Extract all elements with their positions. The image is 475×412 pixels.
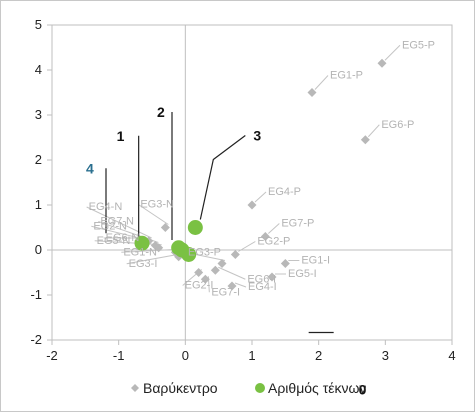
centroid-label: EG5-P [402, 39, 435, 51]
centroid-point [360, 135, 370, 145]
y-tick-label: 4 [35, 62, 42, 77]
centroid-leader [138, 204, 169, 225]
centroid-point [210, 265, 220, 275]
x-tick-label: 0 [182, 348, 189, 363]
centroid-label: EG4-P [268, 186, 301, 198]
y-tick-label: -1 [30, 287, 42, 302]
y-tick-label: 3 [35, 107, 42, 122]
centroid-point [267, 272, 277, 282]
y-tick-label: 2 [35, 152, 42, 167]
children-count-point [134, 235, 150, 251]
x-tick-label: -2 [46, 348, 58, 363]
legend-centroid-marker [131, 384, 139, 392]
centroid-label: EG2-N [93, 220, 127, 232]
centroid-label: EG5-I [288, 268, 317, 280]
centroid-label: EG5-N [97, 235, 131, 247]
children-count-point [187, 220, 203, 235]
y-tick-label: 0 [35, 242, 42, 257]
children-count-leader [199, 135, 246, 220]
x-tick-label: 2 [315, 348, 322, 363]
legend: Βαρύκεντρο Αριθμός τέκνων [131, 380, 366, 396]
centroid-leader [238, 241, 256, 252]
centroid-leader [314, 75, 329, 90]
children-count-label: 2 [157, 104, 165, 120]
centroid-leader [218, 266, 246, 280]
x-tick-label: 1 [248, 348, 255, 363]
centroid-point [160, 223, 170, 232]
children-count-point [174, 242, 190, 258]
centroid-point [154, 243, 164, 253]
centroid-point [247, 200, 257, 210]
centroid-point [200, 274, 210, 284]
centroid-label: EG2-P [257, 236, 290, 248]
children-count-label: 1 [117, 128, 125, 144]
centroid-leader [121, 248, 179, 253]
legend-children-label: Αριθμός τέκνων [268, 380, 366, 396]
centroid-point [307, 88, 317, 97]
centroid-label: EG7-I [211, 286, 240, 298]
centroid-leader [126, 253, 182, 265]
centroid-leader [254, 191, 267, 203]
centroid-label: EG4-I [248, 281, 277, 293]
centroid-label: EG2-I [185, 280, 214, 292]
y-tick-label: -2 [30, 332, 42, 347]
centroid-label: EG1-I [301, 255, 330, 267]
centroid-label: EG7-N [100, 216, 134, 228]
centroid-point [217, 259, 227, 268]
centroid-label: EG3-P [188, 247, 221, 259]
centroid-point [230, 250, 240, 259]
labels: EG5-P EG1-P EG6-P EG4-P EG7-P EG2-P EG3-P EG1-I… [86, 39, 435, 397]
y-tick-label: 5 [35, 17, 42, 32]
centroid-point [227, 281, 237, 291]
axes: -2 -1 0 1 2 3 4 -2 -1 0 1 2 3 4 5 [30, 17, 455, 363]
centroid-label: EG3-N [140, 199, 174, 211]
centroid-label: EG1-P [330, 70, 363, 82]
centroid-label: EG1-N [123, 246, 157, 258]
marks [134, 58, 387, 291]
centroid-label: EG3-I [129, 258, 158, 270]
centroid-leader [267, 223, 280, 234]
children-count-label: 3 [253, 128, 261, 144]
children-count-label: 0 [359, 382, 367, 398]
centroid-point [377, 58, 387, 68]
centroid-point [260, 232, 270, 241]
centroid-label: EG4-N [89, 201, 123, 213]
centroid-label: EG7-P [281, 218, 314, 230]
centroid-leader [94, 240, 162, 246]
x-tick-label: -1 [113, 348, 125, 363]
centroid-label: EG6-N [106, 232, 140, 244]
centroid-label: EG6-I [247, 273, 276, 285]
centroid-point [280, 259, 290, 268]
legend-children-marker [255, 383, 265, 393]
centroid-leader [234, 282, 247, 288]
centroid-point [194, 268, 204, 277]
x-tick-label: 3 [382, 348, 389, 363]
x-tick-label: 4 [448, 348, 455, 363]
centroid-leader [384, 44, 401, 61]
y-tick-label: 1 [35, 197, 42, 212]
legend-centroid-label: Βαρύκεντρο [143, 380, 218, 396]
centroid-leader [367, 124, 380, 138]
children-count-label: 4 [86, 160, 94, 176]
centroid-label: EG6-P [381, 119, 414, 131]
centroid-leader [86, 206, 152, 239]
